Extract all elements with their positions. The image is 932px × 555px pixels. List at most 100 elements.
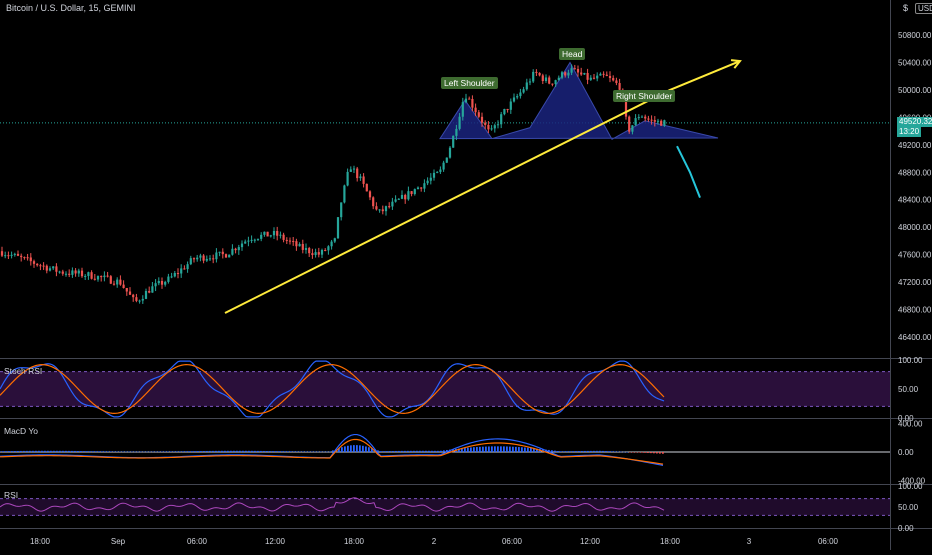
candle-body [480,116,484,123]
macd-histogram-bar [479,446,481,452]
candle-body [144,290,148,299]
candle-body [388,206,391,208]
macd-histogram-bar [518,447,520,452]
macd-histogram-bar [551,450,553,452]
candle-body [192,258,196,260]
candle-body [583,72,586,75]
macd-histogram-bar [113,451,115,452]
macd-histogram-bar [422,450,424,452]
candle-body [346,171,349,186]
candle-body [128,291,132,295]
macd-histogram-bar [470,447,472,452]
candle-body [10,254,13,256]
candle-body [26,257,29,259]
macd-histogram-bar [146,451,148,453]
candle-body [637,117,640,119]
rsi-band-fill [0,498,890,516]
candle-body [506,108,509,110]
macd-histogram-bar [644,452,646,453]
candle-body [221,251,224,255]
candle-body [359,176,362,179]
macd-histogram-bar [383,451,385,452]
macd-histogram-bar [188,451,190,452]
head-label: Head [559,48,586,60]
candle-body [119,279,122,285]
candle-body [173,273,176,277]
macd-histogram-bar [41,450,43,452]
macd-histogram-bar [332,450,334,452]
candle-body [391,201,394,207]
candle-body [164,281,167,285]
macd-histogram-bar [602,450,604,452]
candle-body [154,283,157,287]
macd-histogram-bar [563,451,565,452]
candle-body [608,75,612,79]
candle-body [602,73,605,75]
candle-body [340,202,343,218]
candle-body [493,125,496,129]
macd-histogram-bar [482,446,484,452]
macd-histogram-bar [440,450,442,452]
macd-histogram-bar [608,451,610,452]
candle-body [304,248,308,250]
candle-body [71,270,74,275]
candle-body [84,275,87,277]
macd-histogram-bar [32,450,34,452]
macd-histogram-bar [242,450,244,452]
candle-body [80,270,84,277]
macd-histogram-bar [347,445,349,452]
candle-body [397,198,400,200]
macd-histogram-bar [434,450,436,452]
candle-body [532,71,535,82]
macd-histogram-bar [314,451,316,453]
macd-histogram-bar [305,451,307,452]
macd-histogram-bar [137,451,139,453]
macd-histogram-bar [296,451,298,452]
macd-histogram-bar [185,451,187,452]
candle-body [20,255,23,258]
candle-body [599,73,602,76]
candle-body [279,234,282,236]
macd-histogram-bar [206,450,208,452]
macd-histogram-bar [356,445,358,452]
macd-histogram-bar [365,446,367,452]
macd-histogram-bar [11,451,13,452]
candle-body [413,189,416,195]
candle-body [311,253,314,256]
macd-histogram-bar [191,451,193,452]
candle-body [151,286,154,293]
candle-body [624,98,628,117]
macd-histogram-bar [239,450,241,452]
macd-histogram-bar [467,447,469,452]
macd-histogram-bar [413,450,415,452]
macd-histogram-bar [224,450,226,452]
macd-histogram-bar [0,451,1,452]
macd-histogram-bar [629,452,631,453]
macd-histogram-bar [617,451,619,453]
currency-selector[interactable]: USD [915,3,932,14]
time-axis-tick: 3 [747,537,752,546]
macd-histogram-bar [653,452,655,454]
macd-histogram-bar [599,450,601,452]
macd-histogram-bar [98,451,100,452]
stoch-axis-tick: 50.00 [898,385,919,394]
macd-histogram-bar [620,451,622,453]
candle-body [525,82,528,90]
macd-histogram-bar [125,451,127,453]
candle-body [352,168,356,170]
macd-histogram-bar [83,451,85,452]
price-axis-tick: 48800.00 [898,168,932,177]
macd-histogram-bar [329,451,331,453]
candle-body [503,108,506,115]
candle-body [141,298,144,301]
candle-body [116,279,119,285]
candle-body [519,92,522,97]
candle-body [349,169,352,172]
candle-body [378,209,381,211]
macd-histogram-bar [86,451,88,452]
candle-body [628,116,631,132]
macd-histogram-bar [50,450,52,452]
macd-histogram-bar [203,451,205,452]
